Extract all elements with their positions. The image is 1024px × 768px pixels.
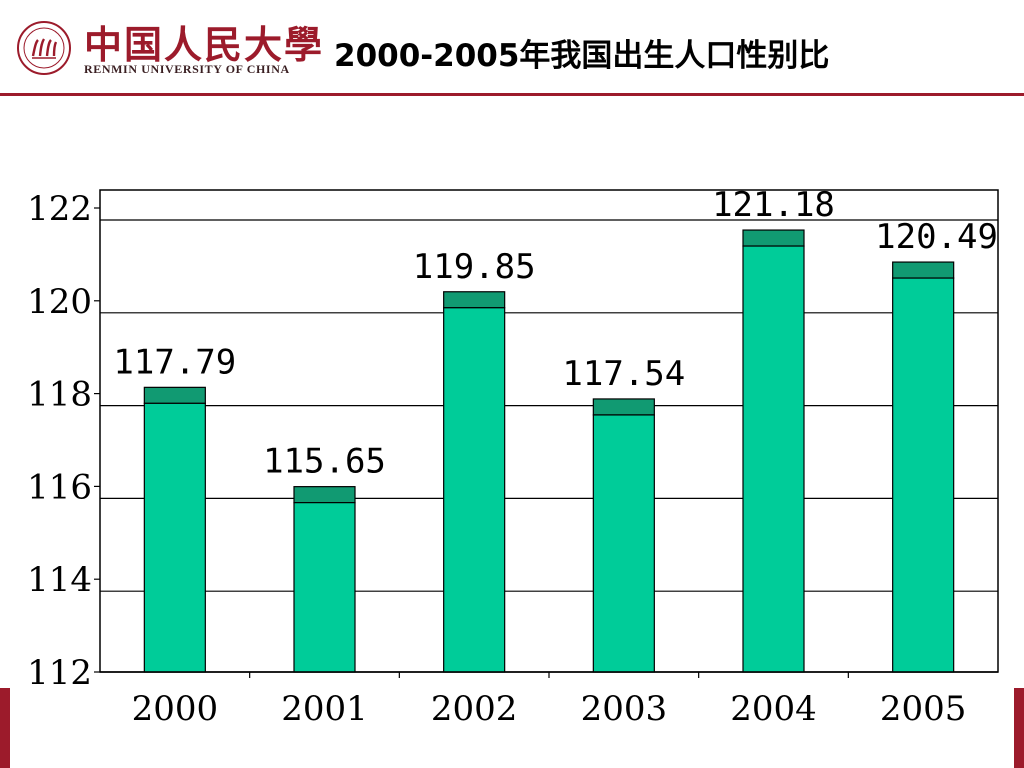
data-label: 117.79 [113,342,236,382]
bar-cap [892,261,955,279]
plot-area [99,189,999,673]
y-tick-label: 116 [27,467,92,507]
y-tick-label: 120 [27,282,92,322]
x-tick-label: 2000 [132,689,219,729]
x-tick-label: 2005 [880,689,967,729]
y-tick-label: 122 [27,189,92,229]
bar-cap [293,486,356,504]
bar-cap [742,229,805,247]
bar [143,402,206,673]
data-label: 121.18 [712,185,835,225]
x-tick-label: 2002 [431,689,518,729]
university-logo-english: RENMIN UNIVERSITY OF CHINA [84,62,290,76]
bar [443,307,506,673]
data-label: 119.85 [413,247,536,287]
bar-cap [143,386,206,404]
data-label: 120.49 [875,217,998,257]
data-label: 115.65 [263,442,386,482]
bar-cap [592,398,655,416]
bar-cap [443,291,506,309]
x-tick-label: 2004 [730,689,817,729]
x-tick-label: 2001 [281,689,368,729]
y-tick-label: 112 [27,653,92,693]
y-tick-label: 114 [27,560,92,600]
header: 中国人民大學 RENMIN UNIVERSITY OF CHINA 2000-2… [0,0,1024,96]
right-accent-bar [1014,688,1024,768]
bar [742,245,805,673]
bar [293,502,356,673]
university-logo-chinese: 中国人民大學 [84,22,325,67]
header-divider [0,93,1024,96]
bar [592,414,655,673]
y-tick-label: 118 [27,375,92,415]
university-seal-icon [17,21,71,75]
x-tick-label: 2003 [581,689,668,729]
bar [892,277,955,673]
left-accent-bar [0,688,10,768]
page-title: 2000-2005年我国出生人口性别比 [334,38,830,74]
data-label: 117.54 [562,354,685,394]
